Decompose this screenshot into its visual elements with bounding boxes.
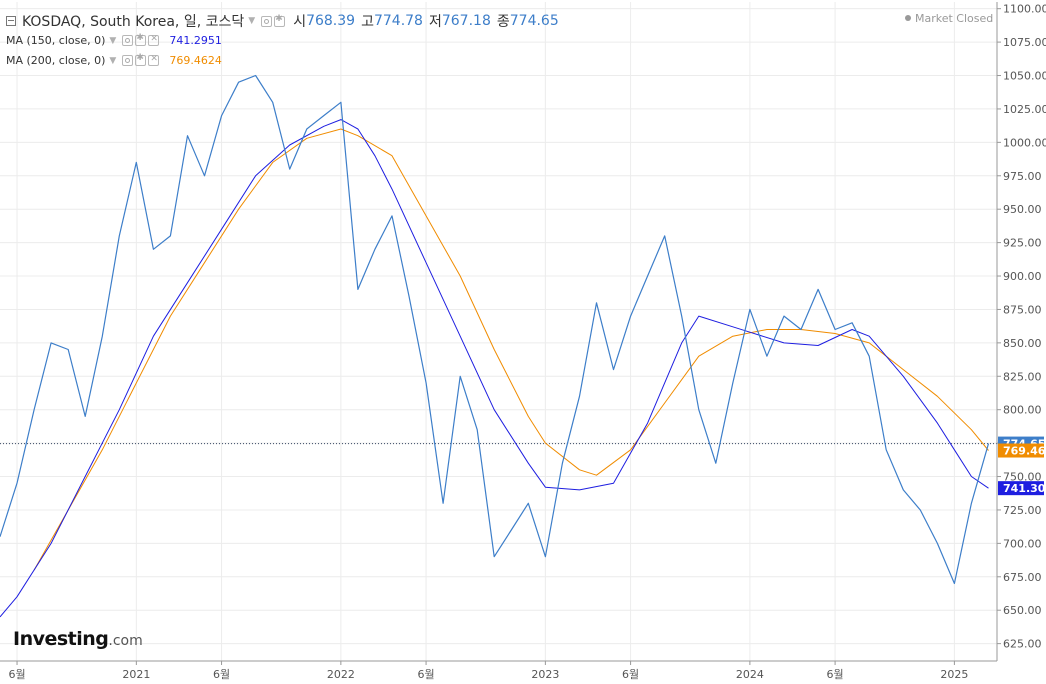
- collapse-icon[interactable]: [6, 16, 16, 26]
- eye-icon[interactable]: [122, 55, 134, 66]
- y-tick-label: 1000.00: [1003, 136, 1046, 149]
- close-icon[interactable]: [148, 54, 160, 66]
- ma200-series-line: [33, 128, 989, 571]
- x-tick-label: 6월: [622, 668, 639, 681]
- x-tick-label: 2023: [531, 668, 559, 681]
- price-tag-label: 769.46: [1003, 445, 1046, 458]
- caret-down-icon[interactable]: ▼: [109, 35, 117, 46]
- y-tick-label: 650.00: [1003, 604, 1042, 617]
- logo-suffix: .com: [108, 633, 143, 649]
- ma150-label: MA (150, close, 0): [6, 34, 106, 47]
- logo-name: Investing: [13, 628, 109, 650]
- y-tick-label: 1075.00: [1003, 36, 1046, 49]
- y-tick-label: 750.00: [1003, 471, 1042, 484]
- y-tick-label: 1025.00: [1003, 103, 1046, 116]
- y-tick-label: 700.00: [1003, 537, 1042, 550]
- grid: [0, 2, 997, 661]
- caret-down-icon[interactable]: ▼: [109, 55, 117, 66]
- open-value: 768.39: [306, 13, 356, 29]
- price-tag-label: 741.30: [1003, 482, 1046, 495]
- ma200-label: MA (200, close, 0): [6, 54, 106, 67]
- y-tick-label: 900.00: [1003, 270, 1042, 283]
- ma200-legend: MA (200, close, 0) ▼ 769.4624: [6, 53, 222, 67]
- price-tag: [998, 443, 1044, 458]
- status-dot-icon: [905, 15, 911, 21]
- x-tick-label: 6월: [418, 668, 435, 681]
- y-tick-label: 1100.00: [1003, 3, 1046, 16]
- y-tick-label: 675.00: [1003, 571, 1042, 584]
- x-tick-label: 6월: [213, 668, 230, 681]
- ma150-value: 741.2951: [169, 34, 222, 47]
- market-status-text: Market Closed: [915, 12, 994, 25]
- caret-down-icon[interactable]: ▼: [248, 16, 256, 26]
- y-tick-label: 1050.00: [1003, 70, 1046, 83]
- high-label: 고: [361, 14, 374, 30]
- market-status: Market Closed: [905, 12, 993, 25]
- x-tick-label: 2025: [940, 668, 968, 681]
- ma150-legend: MA (150, close, 0) ▼ 741.2951: [6, 33, 222, 47]
- close-label: 종: [496, 14, 510, 30]
- x-tick-label: 6월: [827, 668, 844, 681]
- ma150-series-line: [0, 119, 989, 618]
- y-tick-label: 625.00: [1003, 638, 1042, 651]
- y-tick-label: 850.00: [1003, 337, 1042, 350]
- gear-icon[interactable]: [135, 33, 147, 46]
- price-series-line: [0, 74, 990, 585]
- x-tick-label: 6월: [8, 668, 25, 681]
- symbol-title: KOSDAQ, South Korea, 일, 코스닥: [22, 14, 245, 30]
- series-layer: [0, 74, 997, 618]
- eye-icon[interactable]: [261, 15, 273, 27]
- x-tick-label: 2022: [327, 668, 355, 681]
- y-tick-label: 925.00: [1003, 237, 1042, 250]
- y-tick-label: 800.00: [1003, 404, 1042, 417]
- close-icon[interactable]: [148, 34, 160, 46]
- low-value: 767.18: [441, 13, 491, 29]
- high-value: 774.78: [373, 13, 423, 29]
- gear-icon[interactable]: [274, 14, 286, 27]
- open-label: 시: [293, 14, 307, 30]
- y-tick-label: 825.00: [1003, 370, 1042, 383]
- y-tick-label: 950.00: [1003, 203, 1042, 216]
- y-tick-label: 975.00: [1003, 170, 1042, 183]
- y-tick-label: 725.00: [1003, 504, 1042, 517]
- ma200-value: 769.4624: [169, 54, 222, 67]
- price-tag: [998, 481, 1044, 496]
- investing-logo: Investing.com: [13, 628, 143, 650]
- x-tick-label: 2021: [122, 668, 150, 681]
- close-value: 774.65: [509, 13, 559, 29]
- eye-icon[interactable]: [122, 35, 134, 46]
- x-tick-label: 2024: [736, 668, 764, 681]
- y-tick-label: 875.00: [1003, 303, 1042, 316]
- gear-icon[interactable]: [135, 53, 147, 66]
- low-label: 저: [428, 14, 442, 30]
